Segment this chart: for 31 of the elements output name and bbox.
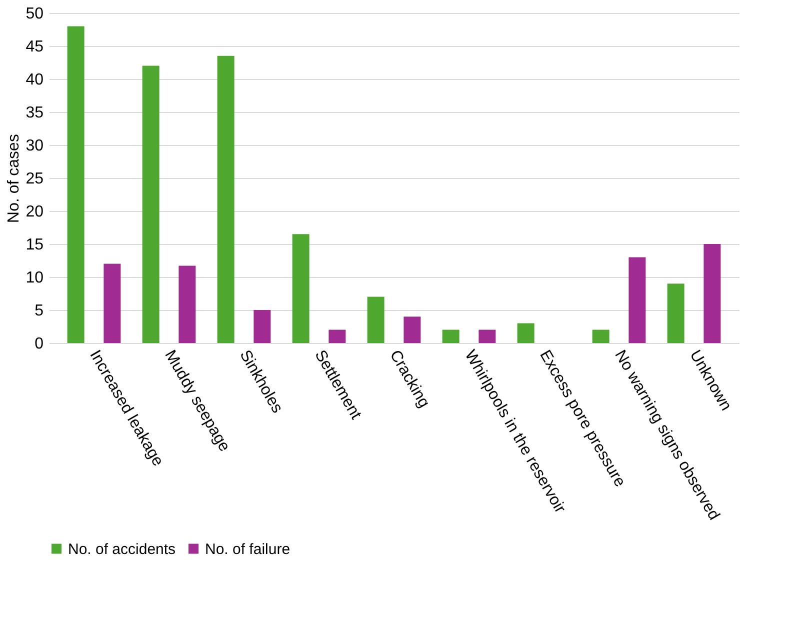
y-tick-label: 45 bbox=[26, 38, 44, 56]
y-tick-label: 50 bbox=[26, 6, 44, 22]
bar bbox=[178, 266, 196, 343]
y-tick-label: 0 bbox=[34, 336, 44, 352]
bar bbox=[517, 323, 534, 343]
bar bbox=[217, 56, 234, 343]
y-tick-label: 20 bbox=[26, 204, 44, 220]
legend-label: No. of accidents bbox=[68, 540, 176, 558]
y-tick-label: 15 bbox=[26, 236, 44, 254]
legend-label: No. of failure bbox=[205, 540, 290, 558]
bar bbox=[292, 234, 310, 343]
y-tick-label: 40 bbox=[26, 72, 44, 88]
bar bbox=[367, 296, 384, 343]
bar bbox=[442, 330, 460, 343]
bar bbox=[67, 26, 84, 343]
bar bbox=[704, 244, 721, 343]
bar bbox=[104, 264, 121, 343]
bar bbox=[667, 284, 684, 343]
y-tick-label: 5 bbox=[34, 302, 44, 320]
bar bbox=[628, 257, 646, 343]
bar bbox=[328, 330, 346, 343]
y-axis-title: No. of cases bbox=[6, 134, 23, 223]
y-tick-label: 10 bbox=[26, 270, 44, 286]
bar bbox=[478, 330, 496, 343]
bar bbox=[254, 310, 271, 343]
bar bbox=[142, 66, 160, 343]
y-tick-label: 30 bbox=[26, 138, 44, 154]
y-tick-label: 25 bbox=[26, 170, 44, 188]
bar bbox=[592, 330, 610, 343]
y-tick-label: 35 bbox=[26, 104, 44, 122]
bar bbox=[404, 316, 421, 343]
